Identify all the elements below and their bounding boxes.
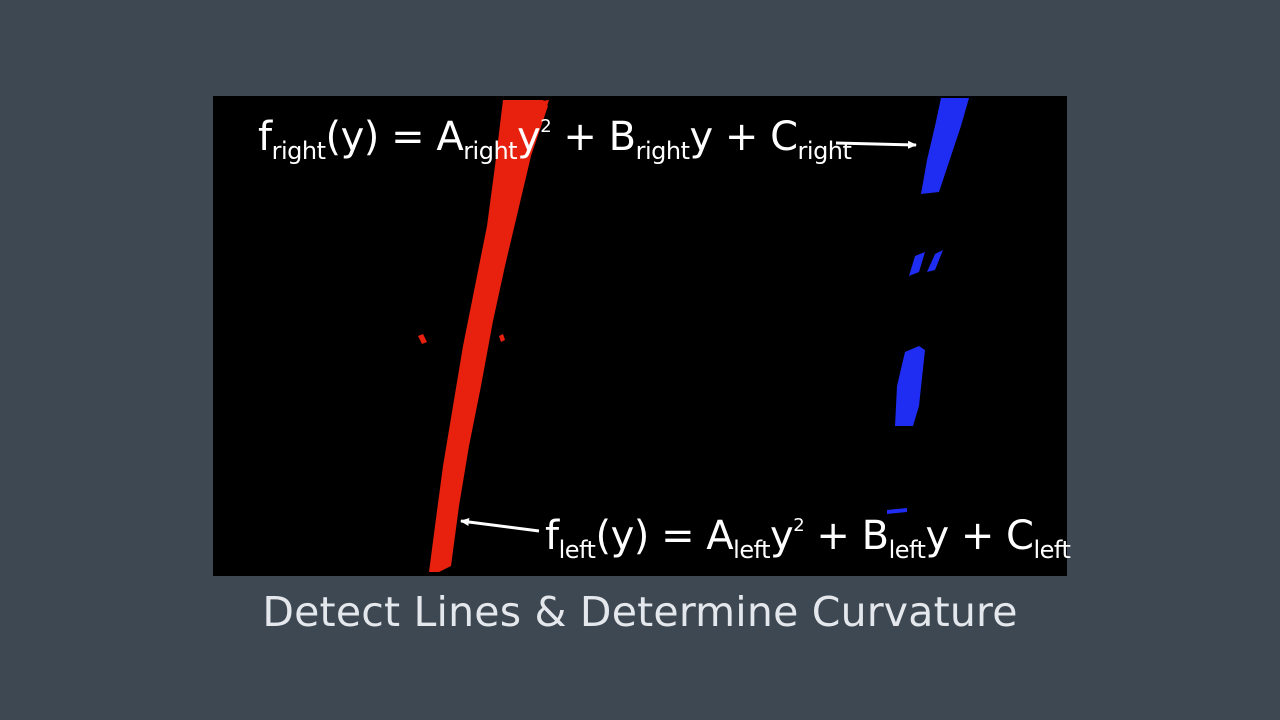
c-term: y + C: [925, 513, 1034, 559]
formula-argument: (y) = A: [325, 114, 464, 160]
right-lane-segment-lower: [895, 346, 925, 426]
f-subscript: right: [271, 137, 326, 165]
a-subscript: left: [733, 536, 771, 564]
b-term: + B: [551, 114, 636, 160]
left-lane-top-fragment: [533, 100, 549, 122]
formula-argument: (y) = A: [595, 513, 734, 559]
f-symbol: f: [258, 114, 272, 160]
right-lane-segment-top: [921, 98, 969, 194]
right-lane-segment-mid: [909, 252, 925, 276]
f-symbol: f: [545, 513, 559, 559]
right-lane-speck: [887, 508, 907, 514]
lane-pixels-canvas: [418, 98, 969, 572]
right-lane-pixels: [887, 98, 969, 514]
slide-caption: Detect Lines & Determine Curvature: [262, 588, 1018, 636]
y-variable: y: [770, 513, 794, 559]
left-lane-speck-2: [499, 334, 505, 342]
f-subscript: left: [558, 536, 596, 564]
left-lane-speck: [418, 334, 427, 344]
left-lane-formula: fleft(y) = Alefty2 + Blefty + Cleft: [545, 513, 1071, 562]
left-lane-pixels: [418, 100, 549, 572]
c-subscript: left: [1033, 536, 1071, 564]
a-subscript: right: [463, 137, 518, 165]
right-lane-formula: fright(y) = Arighty2 + Brighty + Cright: [258, 114, 852, 163]
exponent: 2: [793, 515, 805, 536]
b-subscript: right: [635, 137, 690, 165]
c-term: y + C: [689, 114, 798, 160]
y-variable: y: [517, 114, 541, 160]
b-subscript: left: [888, 536, 926, 564]
right-lane-segment-mid-2: [927, 250, 943, 272]
lane-detection-image: [213, 96, 1067, 576]
left-formula-arrow: [460, 518, 540, 533]
right-formula-arrow: [835, 140, 917, 149]
exponent: 2: [540, 116, 552, 137]
b-term: + B: [804, 513, 889, 559]
c-subscript: right: [797, 137, 852, 165]
left-lane-body: [429, 100, 548, 572]
